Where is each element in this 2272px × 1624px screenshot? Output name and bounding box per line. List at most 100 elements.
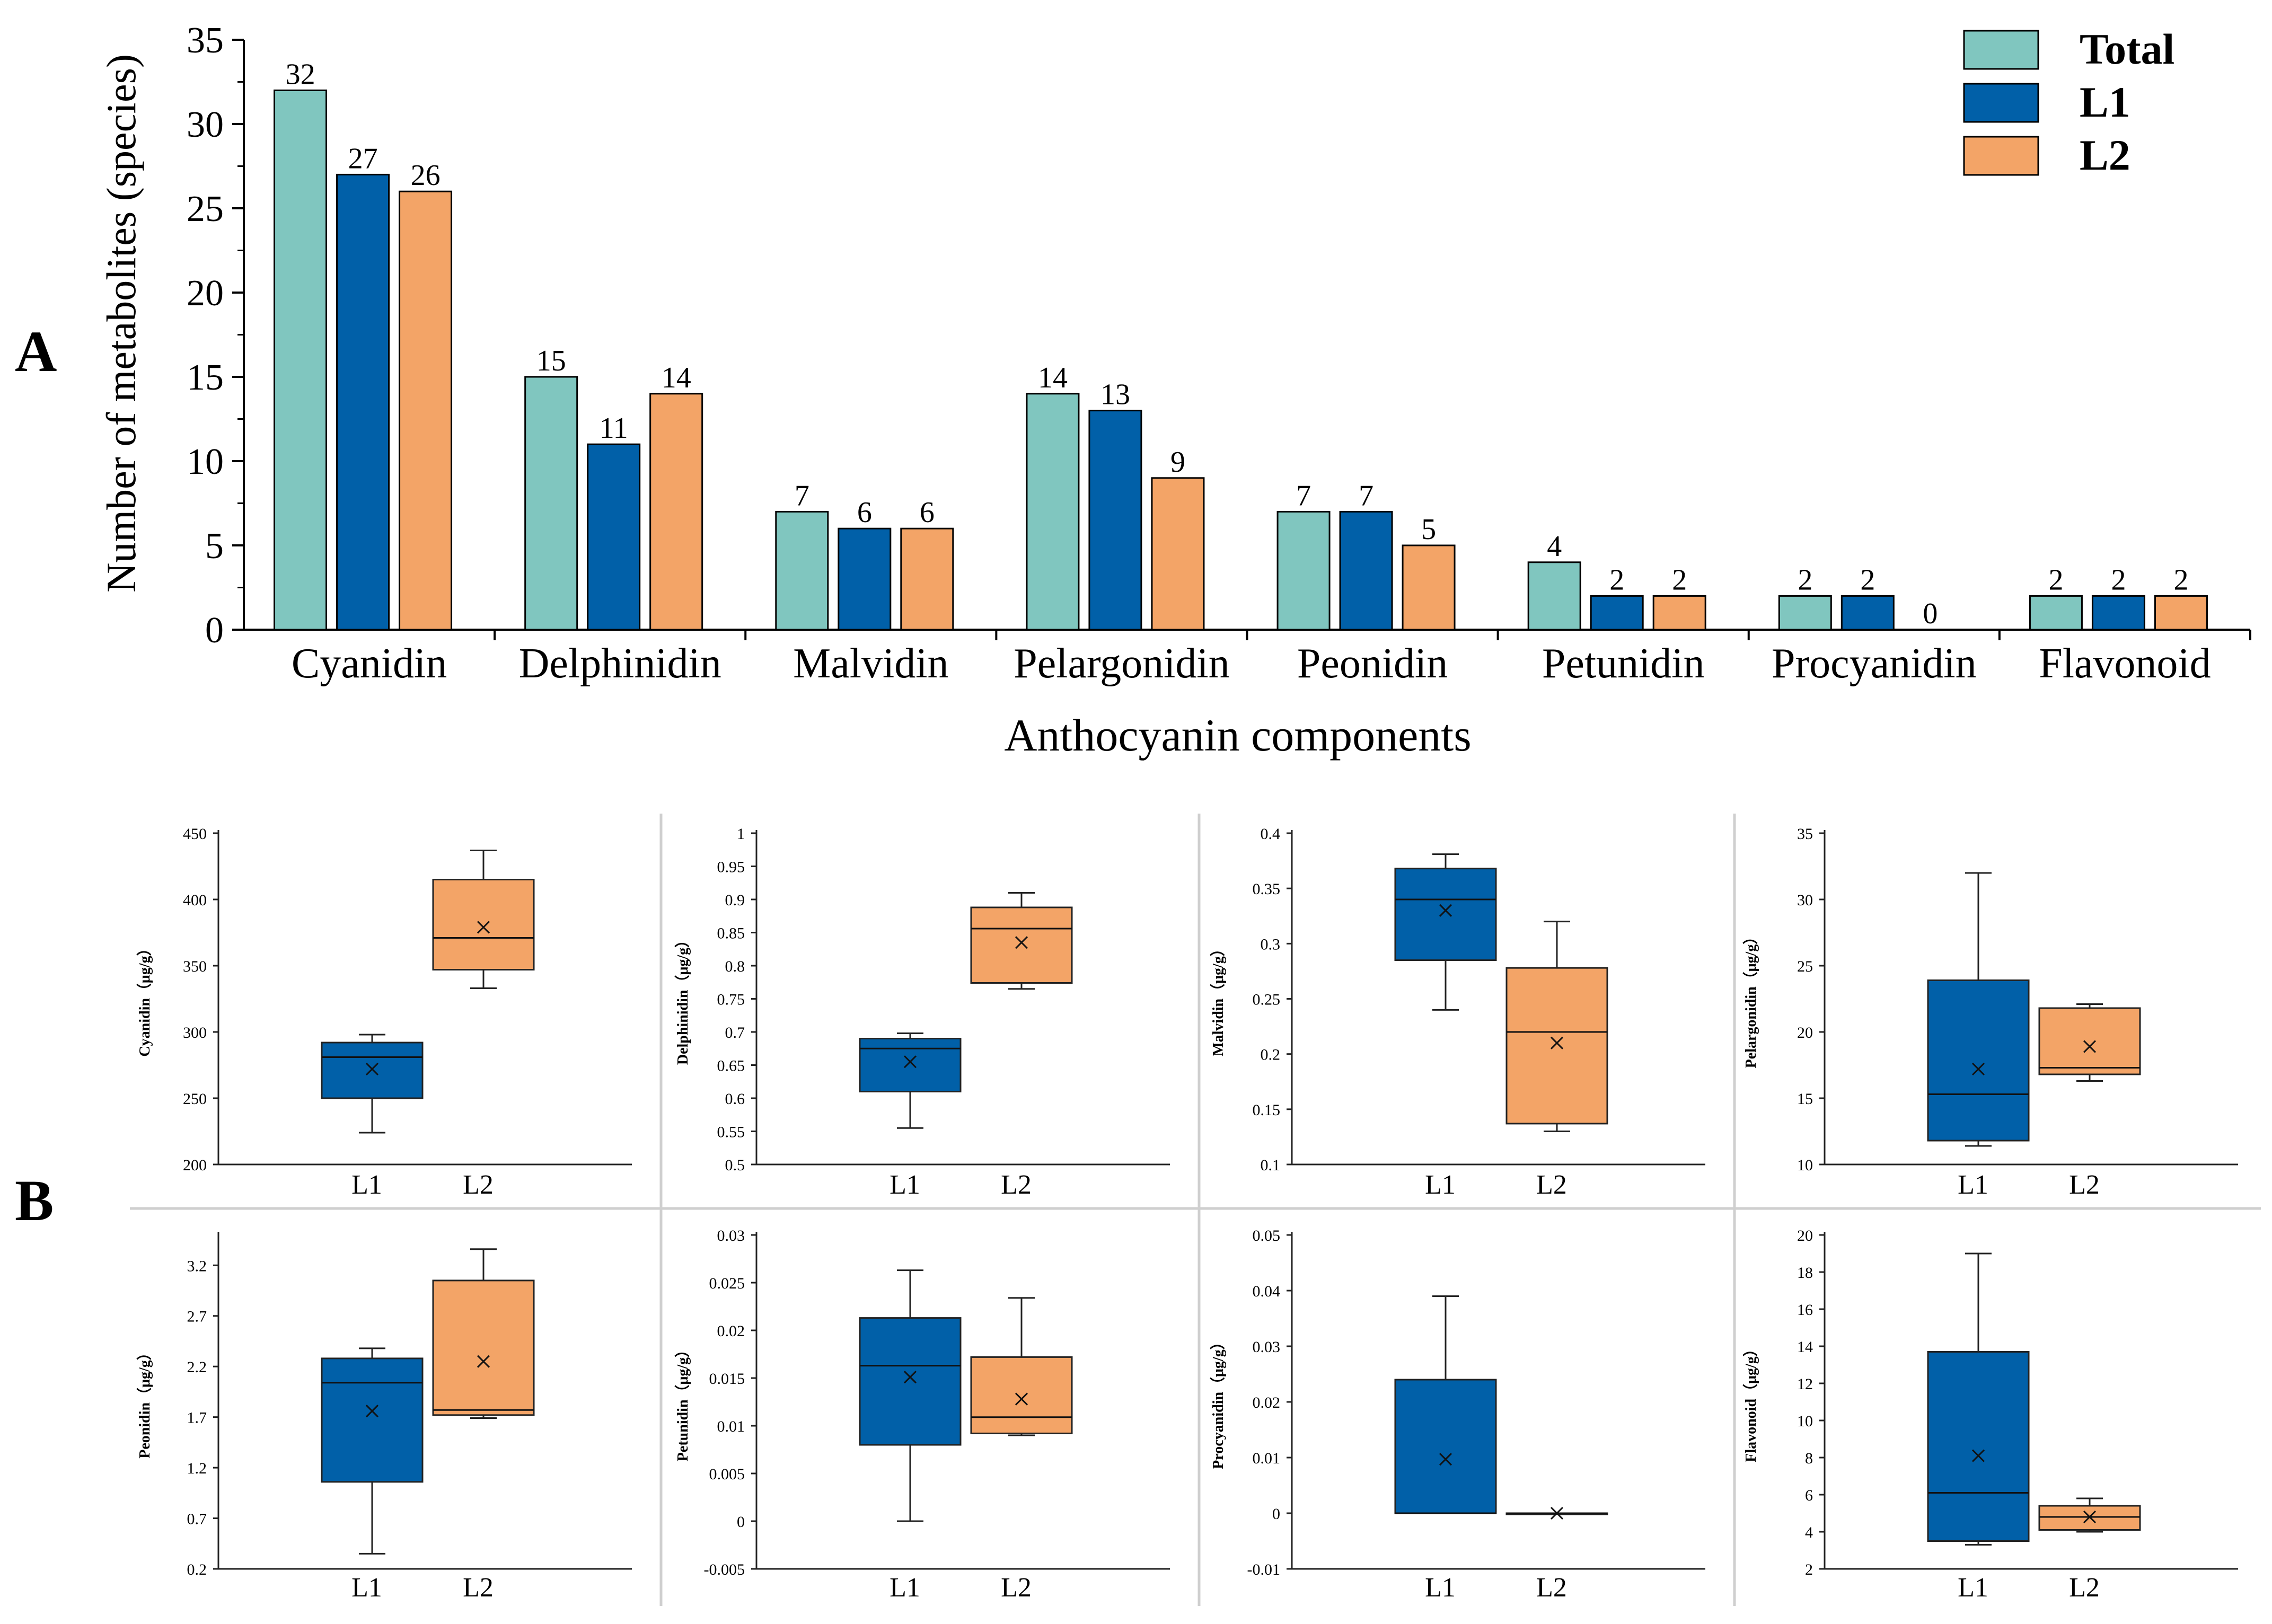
mean-marker-l2 xyxy=(2083,1040,2097,1053)
panel-dividers xyxy=(130,814,2261,1606)
x-tick-label: Cyanidin xyxy=(292,640,447,687)
bar-total-cyanidin xyxy=(274,89,328,631)
y-tick-label: 350 xyxy=(183,958,207,975)
bar-l2-peonidin xyxy=(1402,544,1456,631)
legend-swatch-total xyxy=(1963,30,2039,70)
bar-l1-pelargonidin xyxy=(1088,410,1142,631)
bar-value-label: 7 xyxy=(1359,479,1373,512)
y-tick-label: 15 xyxy=(187,357,224,398)
y-tick-label: 0.7 xyxy=(187,1511,207,1528)
box-l1 xyxy=(321,1357,424,1483)
mean-marker-l1 xyxy=(903,1055,917,1069)
y-tick-label: 200 xyxy=(183,1157,207,1174)
x-group-label-l1: L1 xyxy=(1958,1170,1988,1200)
y-tick-label: 0.005 xyxy=(709,1466,745,1483)
x-tick-label: Procyanidin xyxy=(1772,640,1977,687)
x-group-label-l1: L1 xyxy=(1425,1573,1456,1603)
y-tick-label: 0 xyxy=(205,610,224,651)
y-tick-label: 400 xyxy=(183,892,207,909)
y-tick-label: 15 xyxy=(1797,1090,1813,1108)
bar-l1-peonidin xyxy=(1339,510,1393,631)
bar-value-label: 2 xyxy=(2111,563,2126,596)
bar-l2-pelargonidin xyxy=(1151,477,1205,631)
y-tick-label: 20 xyxy=(187,273,224,314)
mean-marker-l2 xyxy=(1015,1392,1028,1406)
bar-total-delphinidin xyxy=(524,376,578,631)
box-l1 xyxy=(1394,868,1497,961)
box-l2 xyxy=(432,1279,535,1416)
y-tick-label: 0.03 xyxy=(717,1227,745,1245)
x-group-label-l1: L1 xyxy=(351,1170,382,1200)
y-tick-label: 25 xyxy=(1797,958,1813,975)
box-l2 xyxy=(432,879,535,970)
bar-value-label: 26 xyxy=(411,159,441,192)
y-axis-title: Delphinidin（μg/g） xyxy=(674,933,691,1065)
bar-value-label: 2 xyxy=(2048,563,2063,596)
panel-label-a: A xyxy=(15,319,57,384)
bar-total-pelargonidin xyxy=(1026,393,1080,631)
y-tick-label: 0.01 xyxy=(1253,1450,1281,1467)
mean-marker-l1 xyxy=(1971,1449,1985,1462)
mean-marker-l1 xyxy=(1971,1062,1985,1076)
box-plot-peonidin: 0.2 0.7 1.2 1.7 2.2 2.7 3.2 Peonidin（μg/g） L1 L2 xyxy=(136,1232,632,1603)
y-tick-label: 14 xyxy=(1797,1338,1813,1356)
y-tick-label: 2.2 xyxy=(187,1358,207,1376)
y-tick-label: 0.85 xyxy=(717,925,745,942)
bar-value-label: 13 xyxy=(1100,378,1130,411)
y-tick-label: 0.5 xyxy=(725,1157,745,1174)
bar-value-label: 6 xyxy=(920,496,935,529)
box-plot-petunidin: -0.005 0 0.005 0.01 0.015 0.02 0.025 0.03 Petuni… xyxy=(674,1227,1170,1603)
box-l2 xyxy=(1505,967,1608,1125)
y-tick-label: -0.01 xyxy=(1247,1561,1281,1578)
y-tick-label: -0.005 xyxy=(704,1561,745,1578)
y-tick-label: 300 xyxy=(183,1024,207,1042)
x-group-label-l2: L2 xyxy=(1536,1170,1567,1200)
legend-label-l2: L2 xyxy=(2080,131,2130,179)
x-tick-label: Petunidin xyxy=(1542,640,1705,687)
y-tick-label: 0.04 xyxy=(1253,1283,1281,1300)
y-tick-label: 1.2 xyxy=(187,1460,207,1477)
bar-l2-malvidin xyxy=(900,527,954,631)
y-tick-label: 12 xyxy=(1797,1375,1813,1393)
mean-marker-l2 xyxy=(1015,936,1028,949)
x-group-label-l1: L1 xyxy=(890,1170,920,1200)
y-axis-title: Petunidin（μg/g） xyxy=(674,1343,691,1461)
y-tick-label: 0.02 xyxy=(1253,1394,1281,1411)
y-tick-label: 0.3 xyxy=(1261,935,1281,953)
bar-l1-petunidin xyxy=(1590,595,1644,631)
box-l2 xyxy=(970,906,1073,984)
bar-value-label: 2 xyxy=(1672,563,1687,596)
y-tick-label: 0.2 xyxy=(187,1561,207,1578)
bar-total-procyanidin xyxy=(1778,595,1832,631)
y-tick-label: 10 xyxy=(187,442,224,482)
y-axis-title: Pelargonidin（μg/g） xyxy=(1742,930,1759,1069)
y-tick-label: 10 xyxy=(1797,1157,1813,1174)
mean-marker-l1 xyxy=(1439,904,1452,917)
y-tick-label: 10 xyxy=(1797,1413,1813,1430)
y-tick-label: 30 xyxy=(1797,892,1813,909)
mean-marker-l2 xyxy=(477,1355,490,1368)
y-tick-label: 0.025 xyxy=(709,1275,745,1292)
box-plot-cyanidin: 200 250 300 350 400 450 Cyanidin（μg/g） L1 L2 xyxy=(136,825,632,1200)
y-tick-label: 0 xyxy=(737,1513,745,1531)
x-axis-title: Anthocyanin components xyxy=(1004,710,1471,761)
bar-l1-delphinidin xyxy=(587,443,641,631)
x-group-label-l2: L2 xyxy=(1536,1573,1567,1603)
bar-value-label: 2 xyxy=(2173,563,2188,596)
bar-value-label: 11 xyxy=(600,412,628,445)
legend-label-l1: L1 xyxy=(2080,78,2130,126)
bar-value-label: 7 xyxy=(795,479,809,512)
y-axis-title: Cyanidin（μg/g） xyxy=(136,941,153,1056)
bar-l2-flavonoid xyxy=(2154,595,2208,631)
legend-label-total: Total xyxy=(2080,25,2174,73)
y-tick-label: 6 xyxy=(1805,1487,1813,1504)
bar-total-flavonoid xyxy=(2029,595,2083,631)
bar-l1-cyanidin xyxy=(336,173,390,631)
mean-marker-l2 xyxy=(477,921,490,934)
bar-total-malvidin xyxy=(775,510,829,631)
box-l2 xyxy=(970,1356,1073,1434)
y-tick-label: 0.02 xyxy=(717,1322,745,1340)
y-tick-label: 0.75 xyxy=(717,991,745,1009)
x-group-label-l2: L2 xyxy=(463,1170,494,1200)
